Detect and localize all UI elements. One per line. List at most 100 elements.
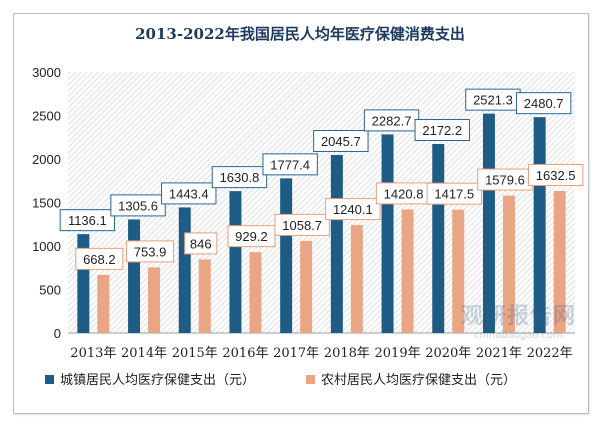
data-label-urban-text: 2521.3 <box>473 93 513 108</box>
data-label-urban: 1630.8 <box>211 166 268 189</box>
bar-urban <box>381 134 394 333</box>
bar-rural <box>249 252 262 333</box>
x-tick-label: 2013年 <box>70 346 116 361</box>
data-label-urban: 2282.7 <box>363 109 420 132</box>
data-label-urban-box <box>211 166 268 189</box>
data-label-urban-text: 1136.1 <box>68 213 107 228</box>
data-label-urban: 1443.4 <box>161 182 217 205</box>
data-label-rural-box <box>184 232 218 255</box>
legend-label-urban: 城镇居民人均医疗保健支出（元） <box>60 373 255 388</box>
watermark: 观研报告网 chinabaogao.com <box>461 298 576 341</box>
data-label-rural-text: 1240.1 <box>333 202 373 217</box>
x-tick-label: 2022年 <box>527 346 573 361</box>
x-tick-label: 2016年 <box>222 346 268 361</box>
data-label-rural: 846 <box>184 232 218 255</box>
bar-urban <box>432 144 445 333</box>
data-label-urban: 1136.1 <box>59 209 116 232</box>
data-label-rural: 1632.5 <box>527 163 584 186</box>
data-label-urban-text: 1443.4 <box>169 186 209 201</box>
data-label-urban-text: 1305.6 <box>118 198 158 213</box>
data-label-rural-text: 1579.6 <box>485 173 525 188</box>
x-tick-label: 2021年 <box>476 346 522 361</box>
y-tick-label: 2500 <box>32 109 61 124</box>
x-tick-label: 2020年 <box>425 346 471 361</box>
bar-urban <box>482 113 495 333</box>
y-tick-label: 0 <box>54 326 61 341</box>
data-label-rural: 1579.6 <box>477 168 533 191</box>
y-tick-label: 1500 <box>32 196 61 211</box>
data-label-urban-box <box>110 194 166 217</box>
watermark-brand: 观研报告网 <box>460 304 576 329</box>
data-label-rural: 1420.8 <box>375 182 432 205</box>
data-label-urban-box <box>515 92 572 115</box>
data-label-rural-text: 1632.5 <box>536 168 576 183</box>
data-label-rural-box <box>126 240 175 263</box>
data-label-rural-box <box>325 198 381 221</box>
data-label-urban-text: 1630.8 <box>220 170 260 185</box>
legend-swatch-rural <box>306 375 315 384</box>
bar-rural <box>198 259 211 333</box>
x-axis: 2013年 2014年 2015年 2016年 2017年 2018年 2019年 2020年… <box>68 332 575 361</box>
data-label-rural: 753.9 <box>126 240 175 263</box>
bar-urban <box>128 219 141 333</box>
bar-rural <box>401 209 414 333</box>
legend: 城镇居民人均医疗保健支出（元） 农村居民人均医疗保健支出（元） <box>45 373 516 388</box>
data-label-urban-text: 2282.7 <box>372 113 412 128</box>
data-label-urban-text: 2172.2 <box>422 123 462 138</box>
data-label-rural: 1240.1 <box>325 198 381 221</box>
data-label-rural: 1417.5 <box>426 182 482 205</box>
data-labels: 1136.1 668.2 1305.6 753.9 1443.4 846 1630.8 929… <box>59 88 584 270</box>
data-label-urban-text: 2045.7 <box>321 134 361 149</box>
data-label-rural-box <box>527 163 584 186</box>
data-label-urban-box <box>59 209 116 232</box>
y-tick-label: 2000 <box>32 152 61 167</box>
x-tick-label: 2019年 <box>375 346 421 361</box>
data-label-rural-text: 1058.7 <box>282 218 322 233</box>
chart-title: 2013-2022年我国居民人均年医疗保健消费支出 <box>135 25 465 43</box>
legend-swatch-urban <box>45 375 54 384</box>
data-label-urban: 2172.2 <box>414 119 470 142</box>
data-label-rural-text: 753.9 <box>134 244 167 259</box>
bar-urban <box>330 155 343 333</box>
data-label-urban-box <box>161 182 217 205</box>
data-label-urban-box <box>313 130 369 153</box>
data-label-rural-box <box>75 247 124 270</box>
x-tick-label: 2017年 <box>273 346 319 361</box>
data-label-rural-text: 668.2 <box>83 252 116 267</box>
bar-rural <box>452 209 465 333</box>
bar-rural <box>300 240 313 333</box>
data-label-rural-text: 929.2 <box>235 229 268 244</box>
data-label-rural-box <box>274 213 330 236</box>
bar-rural <box>148 267 161 333</box>
y-tick-label: 500 <box>39 283 61 298</box>
data-label-urban: 1305.6 <box>110 194 166 217</box>
data-label-rural: 668.2 <box>75 247 124 270</box>
bar-urban <box>178 207 191 333</box>
x-tick-label: 2015年 <box>172 346 218 361</box>
data-label-rural-box <box>227 225 276 248</box>
data-label-urban: 1777.4 <box>262 153 318 176</box>
bar-rural <box>350 225 363 333</box>
data-label-urban-text: 2480.7 <box>524 96 564 111</box>
y-tick-label: 1000 <box>32 239 61 254</box>
data-label-rural-text: 1417.5 <box>434 187 474 202</box>
bar-rural <box>553 190 566 333</box>
watermark-url: chinabaogao.com <box>474 330 563 341</box>
data-label-rural-box <box>426 182 482 205</box>
data-label-urban: 2480.7 <box>515 92 572 115</box>
data-label-urban-box <box>414 119 470 142</box>
x-tick-label: 2014年 <box>121 346 167 361</box>
y-axis: 0 500 1000 1500 2000 2500 3000 <box>32 65 61 341</box>
data-label-urban-text: 1777.4 <box>270 157 310 172</box>
x-tick-label: 2018年 <box>324 346 370 361</box>
data-label-rural-text: 846 <box>190 236 212 251</box>
data-label-urban: 2521.3 <box>465 88 521 111</box>
y-tick-label: 3000 <box>32 65 61 80</box>
data-label-rural-text: 1420.8 <box>384 186 424 201</box>
data-label-rural: 1058.7 <box>274 213 330 236</box>
data-label-urban-box <box>262 153 318 176</box>
bar-rural <box>502 195 515 333</box>
data-label-rural: 929.2 <box>227 225 276 248</box>
legend-label-rural: 农村居民人均医疗保健支出（元） <box>321 373 516 388</box>
